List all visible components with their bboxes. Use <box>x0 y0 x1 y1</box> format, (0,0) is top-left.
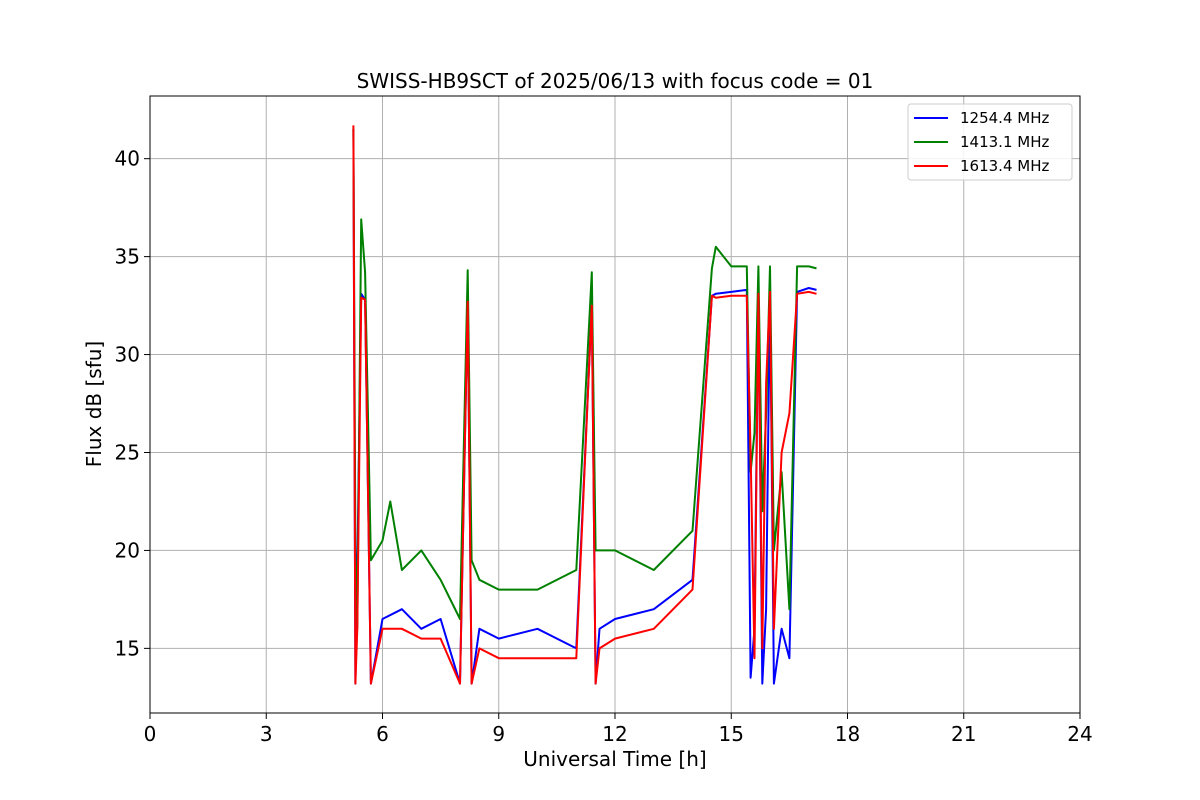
chart-title: SWISS-HB9SCT of 2025/06/13 with focus co… <box>357 69 874 93</box>
series-line-1613-4-mhz <box>352 125 817 685</box>
legend-label: 1254.4 MHz <box>960 109 1049 127</box>
y-tick-label: 25 <box>115 440 140 464</box>
x-tick-label: 9 <box>492 722 505 746</box>
y-tick-label: 35 <box>115 245 140 269</box>
legend: 1254.4 MHz 1413.1 MHz 1613.4 MHz <box>907 103 1073 181</box>
x-tick-label: 6 <box>376 722 389 746</box>
y-axis-label: Flux dB [sfu] <box>82 341 106 467</box>
x-tick-label: 18 <box>835 722 860 746</box>
legend-label: 1413.1 MHz <box>960 133 1049 151</box>
x-axis: 0 3 6 9 12 15 18 21 24 <box>144 713 1093 746</box>
x-tick-label: 12 <box>602 722 627 746</box>
legend-box <box>907 103 1073 181</box>
x-tick-label: 21 <box>951 722 976 746</box>
x-axis-label: Universal Time [h] <box>523 747 706 771</box>
y-tick-label: 15 <box>115 636 140 660</box>
x-tick-label: 3 <box>260 722 273 746</box>
y-tick-label: 20 <box>115 538 140 562</box>
y-tick-label: 30 <box>115 343 140 367</box>
plot-series <box>352 125 817 685</box>
x-tick-label: 24 <box>1067 722 1092 746</box>
y-tick-label: 40 <box>115 147 140 171</box>
y-axis: 15 20 25 30 35 40 <box>115 147 150 660</box>
x-tick-label: 0 <box>144 722 157 746</box>
legend-label: 1613.4 MHz <box>960 157 1049 175</box>
grid <box>149 96 1081 713</box>
series-line-1254-4-mhz <box>352 129 817 685</box>
x-tick-label: 15 <box>719 722 744 746</box>
